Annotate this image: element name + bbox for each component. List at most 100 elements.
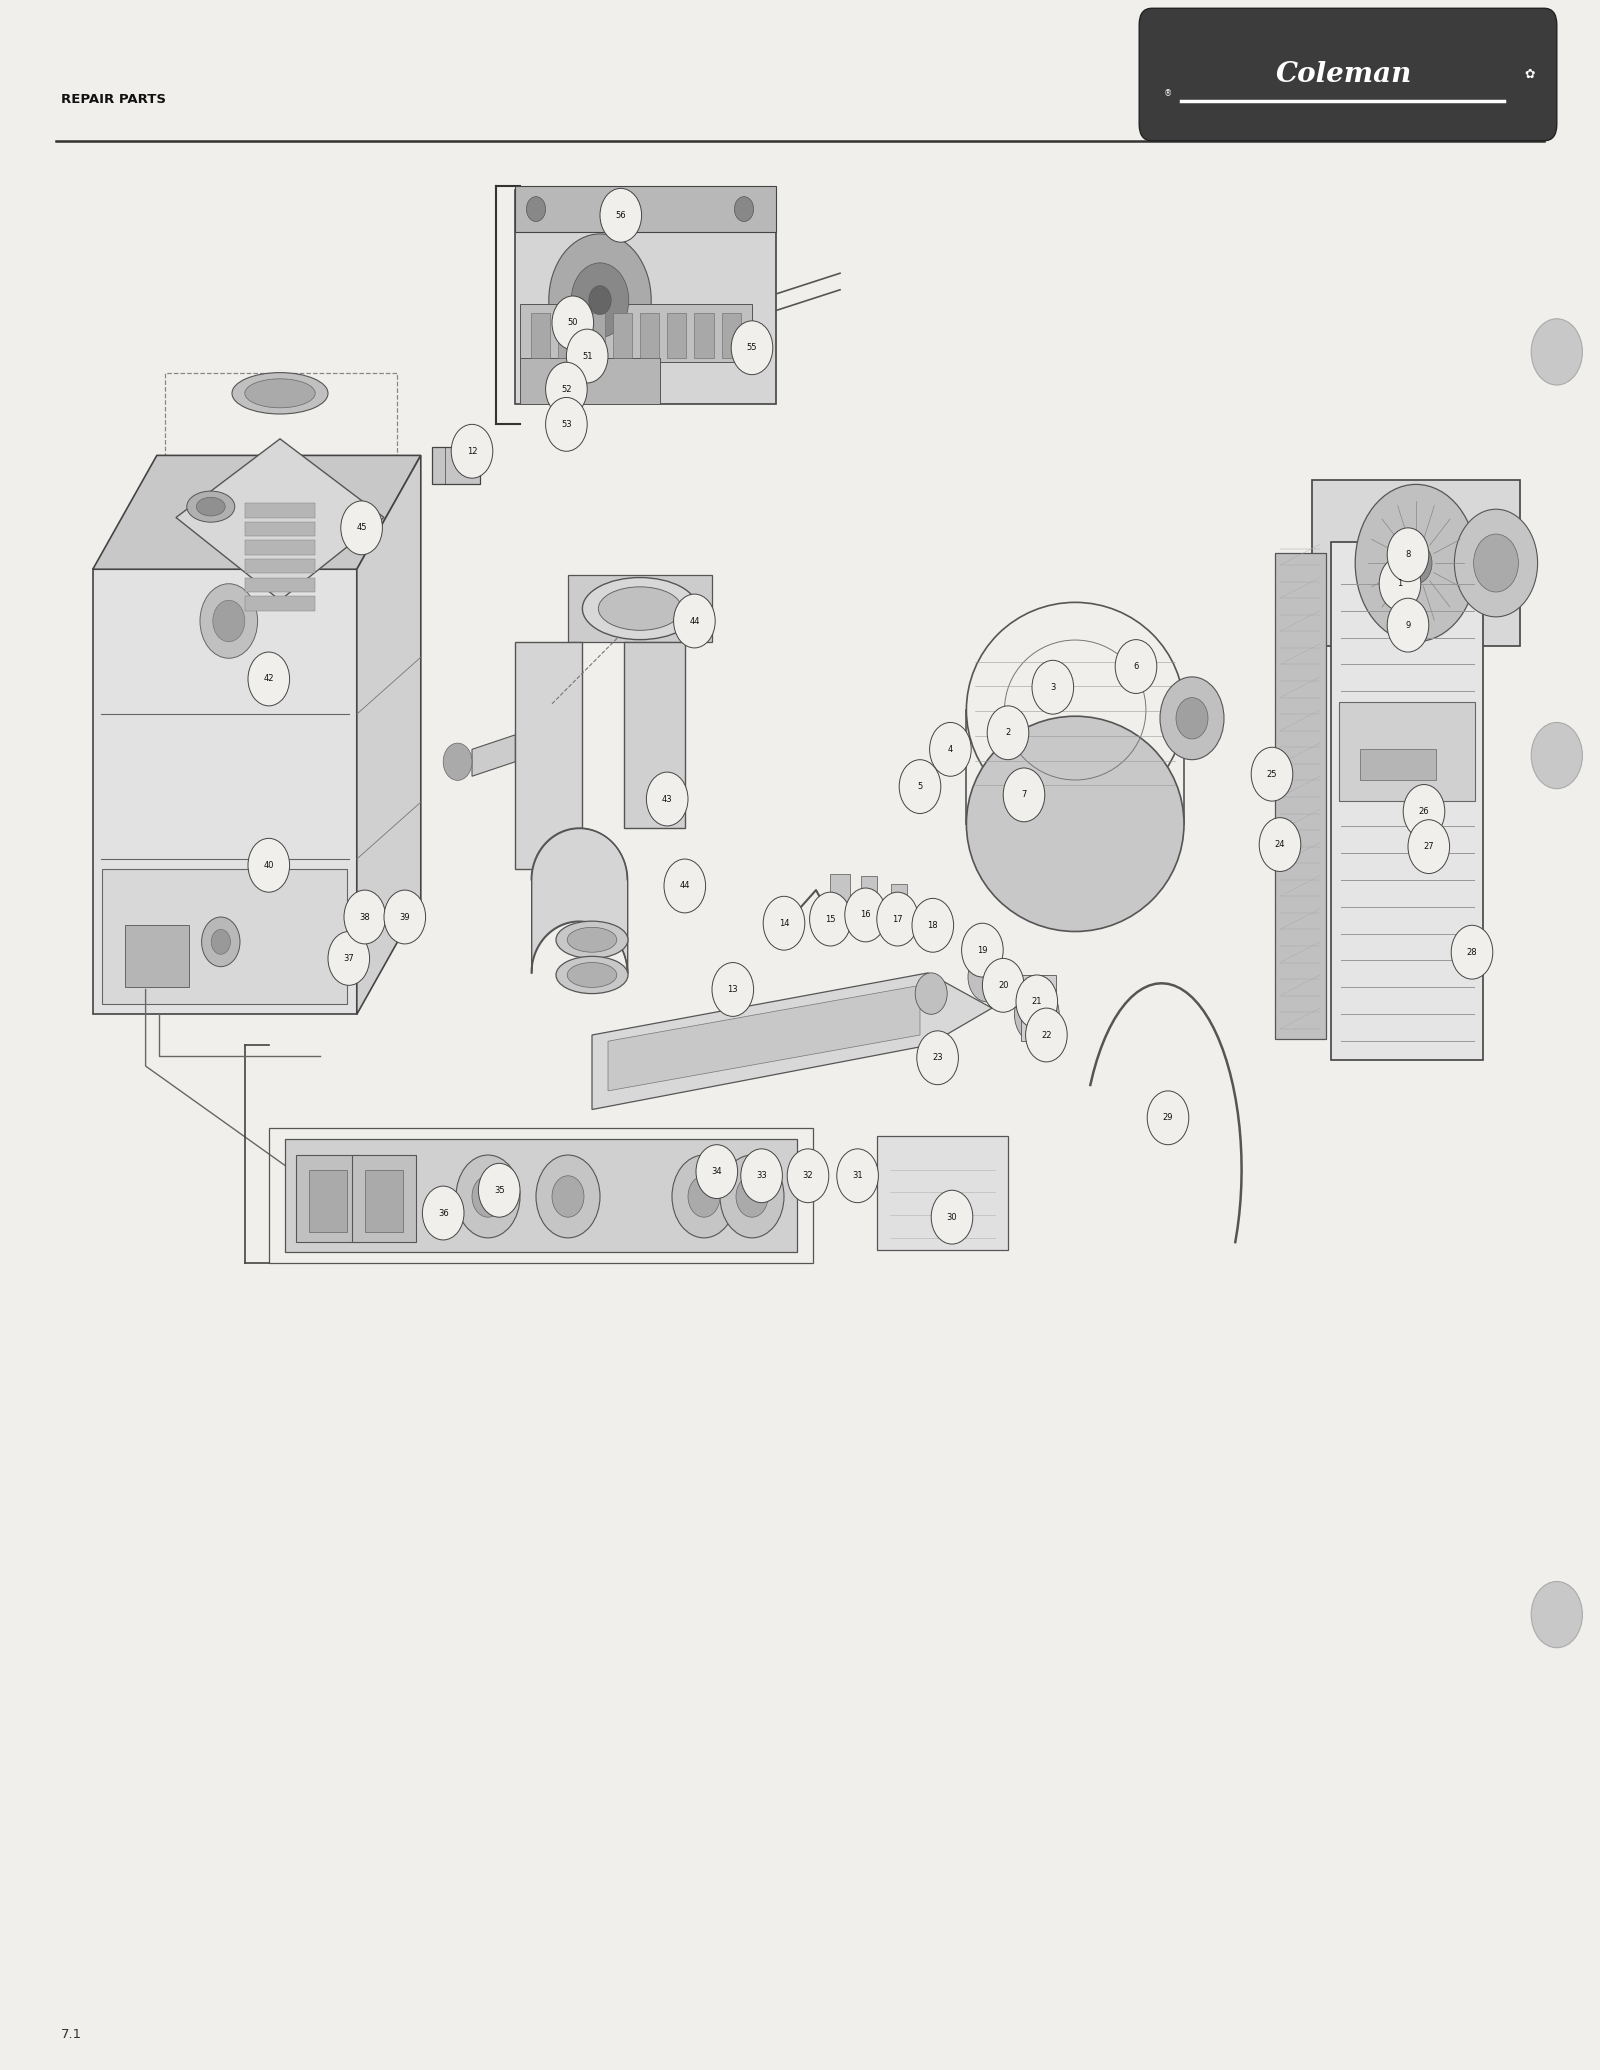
Bar [245, 596, 315, 611]
Circle shape [443, 743, 472, 780]
Text: 12: 12 [467, 447, 477, 455]
Circle shape [915, 973, 947, 1014]
Bar [613, 313, 632, 358]
Circle shape [987, 706, 1029, 760]
Circle shape [1259, 818, 1301, 871]
Ellipse shape [582, 578, 698, 640]
Circle shape [566, 329, 608, 383]
Circle shape [1014, 985, 1059, 1043]
Circle shape [672, 1155, 736, 1238]
Text: 39: 39 [400, 913, 410, 921]
Bar [515, 186, 776, 232]
Text: 23: 23 [933, 1054, 942, 1062]
Text: 42: 42 [264, 675, 274, 683]
Bar [165, 373, 397, 611]
Text: 40: 40 [264, 861, 274, 869]
Circle shape [1531, 1581, 1582, 1648]
Circle shape [552, 296, 594, 350]
Circle shape [982, 958, 1024, 1012]
Bar [309, 1170, 347, 1232]
Circle shape [917, 1031, 958, 1085]
Circle shape [589, 286, 611, 315]
Circle shape [664, 859, 706, 913]
Text: Coleman: Coleman [1275, 60, 1413, 89]
Text: 34: 34 [712, 1167, 722, 1176]
Text: 45: 45 [357, 524, 366, 532]
Circle shape [248, 838, 290, 892]
Text: 19: 19 [978, 946, 987, 954]
Circle shape [1032, 660, 1074, 714]
Bar [1360, 749, 1437, 780]
Text: 7.1: 7.1 [61, 2029, 82, 2041]
Bar [531, 313, 550, 358]
Text: 31: 31 [853, 1172, 862, 1180]
Text: ®: ® [1163, 89, 1173, 97]
Circle shape [688, 1176, 720, 1217]
Text: 26: 26 [1419, 807, 1429, 816]
Bar [245, 559, 315, 573]
Circle shape [200, 584, 258, 658]
Text: 28: 28 [1467, 948, 1477, 956]
Text: 1: 1 [1397, 580, 1403, 588]
Circle shape [931, 1190, 973, 1244]
Polygon shape [608, 985, 920, 1091]
Circle shape [1115, 640, 1157, 693]
Bar [515, 642, 582, 869]
Text: 35: 35 [494, 1186, 504, 1194]
Circle shape [1251, 747, 1293, 801]
Circle shape [422, 1186, 464, 1240]
Text: 50: 50 [568, 319, 578, 327]
Bar [125, 925, 189, 987]
Circle shape [674, 594, 715, 648]
Bar [1339, 702, 1475, 801]
Text: 29: 29 [1163, 1114, 1173, 1122]
Text: 9: 9 [1405, 621, 1411, 629]
Ellipse shape [557, 921, 627, 958]
Bar [861, 876, 877, 907]
Text: 24: 24 [1275, 840, 1285, 849]
Bar [891, 884, 907, 915]
Ellipse shape [966, 716, 1184, 932]
Bar [694, 313, 714, 358]
Bar [245, 503, 315, 518]
Bar [1331, 542, 1483, 1060]
Circle shape [1408, 820, 1450, 874]
Circle shape [837, 1149, 878, 1203]
Circle shape [552, 1176, 584, 1217]
Ellipse shape [568, 927, 616, 952]
Circle shape [731, 321, 773, 375]
Text: 43: 43 [662, 795, 672, 803]
Text: 30: 30 [947, 1213, 957, 1221]
Text: 16: 16 [861, 911, 870, 919]
Text: ✿: ✿ [1525, 68, 1534, 81]
Circle shape [1454, 509, 1538, 617]
Text: 33: 33 [757, 1172, 766, 1180]
Circle shape [546, 362, 587, 416]
Bar [269, 1128, 813, 1263]
Ellipse shape [568, 963, 616, 987]
Circle shape [736, 1176, 768, 1217]
Polygon shape [357, 455, 421, 1014]
Ellipse shape [245, 379, 315, 408]
Circle shape [1531, 319, 1582, 385]
Circle shape [1026, 1008, 1067, 1062]
Bar [830, 874, 850, 907]
Text: 3: 3 [1050, 683, 1056, 691]
Text: 55: 55 [747, 344, 757, 352]
Text: 14: 14 [779, 919, 789, 927]
Polygon shape [93, 569, 357, 1014]
Text: 5: 5 [917, 782, 923, 791]
Circle shape [248, 652, 290, 706]
Circle shape [344, 890, 386, 944]
Circle shape [472, 1176, 504, 1217]
Ellipse shape [232, 373, 328, 414]
Circle shape [1531, 722, 1582, 789]
Polygon shape [592, 973, 992, 1110]
FancyBboxPatch shape [1312, 480, 1520, 646]
Bar [352, 1155, 416, 1242]
Text: 38: 38 [360, 913, 370, 921]
Circle shape [1474, 534, 1518, 592]
Bar [1021, 975, 1056, 1041]
Text: 52: 52 [562, 385, 571, 393]
Text: 8: 8 [1405, 551, 1411, 559]
